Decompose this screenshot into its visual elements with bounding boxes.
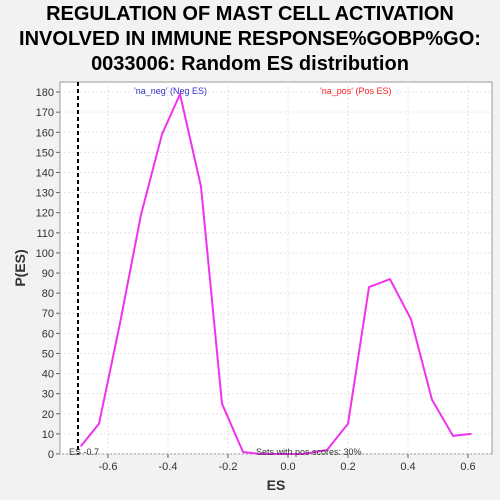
grid [60, 82, 492, 455]
y-tick-label: 150 [36, 147, 54, 159]
data-point [389, 278, 391, 280]
chart-title-line-2: INVOLVED IN IMMUNE RESPONSE%GOBP%GO: [19, 28, 481, 50]
es-marker-label: ES -0.7 [69, 447, 99, 457]
y-tick-label: 170 [36, 107, 54, 119]
y-tick-label: 0 [48, 449, 54, 461]
chart-title-line-3: 0033006: Random ES distribution [91, 53, 409, 75]
data-point [347, 423, 349, 425]
data-point [221, 402, 223, 405]
y-tick-label: 120 [36, 208, 54, 220]
series-line [80, 93, 472, 455]
x-tick-label: 0.4 [400, 461, 415, 473]
chart-title: REGULATION OF MAST CELL ACTIVATION INVOL… [0, 2, 500, 77]
data-point [140, 213, 142, 216]
chart-title-line-1: REGULATION OF MAST CELL ACTIVATION [46, 3, 454, 25]
y-tick-label: 80 [42, 288, 54, 300]
y-axis-label: P(ES) [12, 249, 28, 286]
y-tick-label: 40 [42, 369, 54, 381]
plot-area [59, 81, 493, 455]
x-tick-label: 0.6 [460, 461, 475, 473]
y-tick-label: 70 [42, 308, 54, 320]
y-tick-label: 60 [42, 328, 54, 340]
x-tick-label: 0.2 [340, 461, 355, 473]
legend-neg-label: 'na_neg' (Neg ES) [134, 86, 207, 96]
series-group [80, 93, 472, 455]
x-tick-label: 0.0 [280, 461, 295, 473]
data-point [410, 318, 412, 321]
data-point [431, 398, 433, 401]
data-point [470, 433, 472, 435]
y-tick-label: 10 [42, 429, 54, 441]
x-tick-label: -0.2 [219, 461, 238, 473]
data-point [98, 423, 100, 425]
data-point [119, 322, 121, 325]
y-tick-label: 50 [42, 348, 54, 360]
data-point [80, 445, 82, 447]
y-tick-label: 90 [42, 268, 54, 280]
data-point [302, 453, 304, 455]
y-tick-label: 160 [36, 127, 54, 139]
x-axis-ticks: -0.6 -0.4 -0.2 0.0 0.2 0.4 0.6 [99, 454, 476, 473]
x-axis-label: ES [267, 477, 286, 493]
pos-scores-annotation: Sets with pos scores: 30% [256, 447, 362, 457]
y-axis-ticks: 0 10 20 30 40 50 60 70 80 90 100 110 120 130 140 150 160… [36, 87, 60, 461]
y-tick-label: 180 [36, 87, 54, 99]
y-tick-label: 130 [36, 188, 54, 200]
y-tick-label: 110 [36, 228, 54, 240]
data-point [281, 453, 283, 455]
y-tick-label: 140 [36, 167, 54, 179]
data-point [260, 453, 262, 455]
y-tick-label: 20 [42, 409, 54, 421]
data-point [368, 286, 370, 288]
data-point [242, 451, 244, 453]
data-point [452, 435, 454, 437]
legend-pos-label: 'na_pos' (Pos ES) [320, 86, 391, 96]
x-tick-label: -0.4 [159, 461, 178, 473]
x-tick-label: -0.6 [99, 461, 118, 473]
y-tick-label: 30 [42, 389, 54, 401]
data-point [200, 185, 202, 188]
es-marker: ES -0.7 [69, 82, 99, 457]
y-tick-label: 100 [36, 248, 54, 260]
data-point [161, 133, 163, 136]
data-point [179, 93, 181, 95]
data-point [326, 449, 328, 451]
